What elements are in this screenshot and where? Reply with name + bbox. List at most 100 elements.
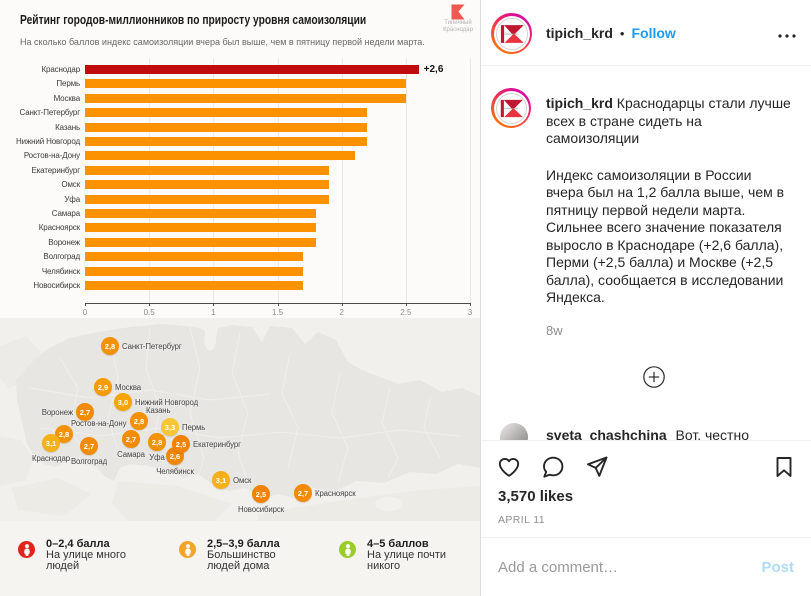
comment-username[interactable]: sveta_chashchina — [546, 427, 667, 440]
post-button[interactable]: Post — [761, 558, 794, 576]
bar-label: Омск — [61, 180, 80, 190]
post-detail-panel: tipich_krd • Follow — [480, 0, 811, 596]
gridline — [470, 58, 471, 303]
bar — [85, 137, 368, 146]
brand-badge: Типичный Краснодар — [440, 4, 476, 34]
brand-name-line1: Типичный — [444, 20, 472, 26]
map-city-label: Казань — [146, 406, 171, 415]
bar-label: Ростов-на-Дону — [23, 151, 80, 161]
comment-input[interactable] — [498, 558, 762, 576]
legend-range: 4–5 баллов — [367, 538, 429, 550]
brand-logo-icon — [451, 4, 465, 20]
dot-separator: • — [619, 25, 625, 41]
map-city-label: Санкт-Петербург — [122, 342, 182, 351]
map-city-label: Омск — [233, 476, 252, 485]
map-city-label: Самара — [117, 449, 145, 459]
gridline — [341, 58, 343, 303]
comment-composer: Post — [481, 537, 811, 596]
post-image[interactable]: Рейтинг городов-миллионников по приросту… — [0, 0, 480, 596]
map-city-label: Екатеринбург — [193, 440, 241, 449]
gridline — [405, 58, 407, 303]
map-city-label: Краснодар — [32, 453, 70, 463]
legend-person-icon — [339, 541, 356, 558]
like-icon[interactable] — [497, 455, 521, 484]
map-bubble: 2,8 — [130, 412, 148, 430]
axis-tick — [470, 303, 471, 306]
likes-count[interactable]: 3,570 likes — [498, 488, 574, 505]
comment: sveta_chashchina Вот, честно — [546, 427, 749, 440]
map-bubble: 2,7 — [80, 437, 98, 455]
bar-label: Воронеж — [48, 237, 80, 247]
map-bubble-value: 2,8 — [104, 341, 116, 351]
commenter-avatar[interactable] — [500, 423, 528, 440]
caption-username[interactable]: tipich_krd — [546, 95, 613, 111]
map-city-label: Красноярск — [315, 489, 356, 498]
map-bubble-value: 3,1 — [215, 475, 227, 485]
save-icon[interactable] — [772, 455, 796, 484]
username[interactable]: tipich_krd — [546, 25, 613, 41]
brand-name-line2: Краснодар — [443, 27, 473, 33]
map-city-label: Волгоград — [70, 456, 108, 466]
legend-label: 4–5 баллов На улице почти никого — [367, 538, 453, 573]
bar — [85, 151, 355, 161]
bar — [85, 93, 406, 103]
axis-tick — [341, 303, 343, 306]
x-axis — [85, 303, 470, 304]
comment-icon[interactable] — [541, 455, 565, 484]
caption-avatar[interactable] — [491, 88, 531, 128]
axis-tick — [405, 303, 407, 306]
post-age[interactable]: 8w — [546, 322, 563, 338]
map-bubble: 2,8 — [101, 337, 119, 355]
map-bubbles: 2,8 Санкт-Петербург 2,9 Москва 3,0 Нижний Нов… — [32, 337, 356, 514]
load-more-comments-button[interactable] — [643, 366, 665, 388]
bar-label: Санкт-Петербург — [19, 108, 81, 118]
bar-label: Красноярск — [38, 223, 80, 233]
map-bubble: 2,5 — [252, 485, 270, 503]
bar — [85, 165, 329, 175]
follow-button[interactable]: Follow — [631, 25, 676, 41]
map-bubble-value: 2,7 — [125, 434, 137, 444]
map-bubble: 2,8 — [148, 433, 166, 451]
axis-tick-label: 3 — [467, 308, 473, 317]
map-bubble-value: 2,8 — [133, 416, 145, 426]
bar-label: Пермь — [56, 79, 80, 89]
caption: tipich_krd Краснодарцы стали лучше всех … — [546, 95, 792, 339]
bar — [85, 79, 406, 89]
axis-tick — [149, 303, 151, 306]
axis-tick-label: 1 — [211, 308, 216, 317]
bar — [85, 252, 304, 262]
legend-label: 2,5–3,9 балла Большинство людей дома — [207, 538, 293, 573]
legend-desc: На улице почти никого — [367, 549, 447, 573]
comments-area: tipich_krd Краснодарцы стали лучше всех … — [481, 66, 811, 440]
map-bubble: 3,0 — [114, 393, 132, 411]
axis-tick-label: 0 — [82, 308, 88, 317]
more-options-icon[interactable] — [777, 26, 797, 44]
map-bubble: 3,1 — [42, 434, 60, 452]
axis-tick — [213, 303, 215, 306]
comment-text: Вот, честно — [675, 427, 749, 440]
legend-range: 0–2,4 балла — [46, 538, 110, 550]
map-bubble: 2,7 — [294, 484, 312, 502]
legend-range: 2,5–3,9 балла — [207, 538, 280, 550]
caption-body: Индекс самоизоляции в России вчера был н… — [546, 166, 785, 306]
bar-label: Челябинск — [41, 266, 80, 276]
legend-desc: На улице много людей — [46, 549, 126, 573]
axis-tick-label: 2 — [339, 308, 344, 317]
map-bubble-value: 2,7 — [79, 407, 91, 417]
map-city-label: Уфа — [149, 452, 165, 462]
share-icon[interactable] — [585, 455, 609, 484]
bar-label: Краснодар — [41, 65, 81, 74]
map-bubble: 3,3 — [161, 418, 179, 436]
map-bubble-value: 2,7 — [83, 441, 95, 451]
map-city-label: Москва — [115, 383, 142, 392]
map-bubble-value: 3,3 — [164, 422, 176, 432]
bar — [85, 108, 368, 118]
map-bubble-value: 3,0 — [117, 397, 129, 407]
axis-tick-label: 0.5 — [143, 308, 155, 317]
avatar[interactable] — [491, 13, 532, 54]
map-city-label: Пермь — [182, 423, 206, 432]
bar-value-label: +2,6 — [423, 64, 444, 75]
map-bubble-value: 2,8 — [151, 437, 163, 447]
map-city-label: Новосибирск — [238, 504, 284, 514]
map-city-label: Ростов-на-Дону — [71, 419, 127, 428]
